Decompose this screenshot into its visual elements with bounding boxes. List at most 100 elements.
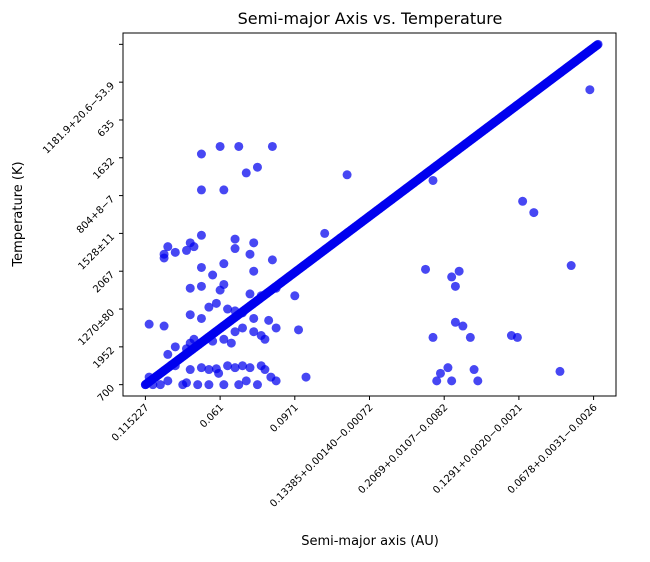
data-point	[447, 272, 457, 282]
x-axis-label: Semi-major axis (AU)	[301, 534, 439, 549]
data-point	[249, 266, 259, 276]
data-point	[435, 368, 445, 378]
data-point	[301, 372, 311, 382]
data-point	[170, 361, 180, 371]
data-point	[555, 366, 565, 376]
data-point	[155, 380, 165, 390]
data-point	[163, 242, 173, 252]
data-point	[443, 363, 453, 373]
x-tick-label: 0.0971	[268, 402, 301, 435]
x-tick-label: 0.115227	[110, 402, 152, 444]
data-point	[185, 283, 195, 293]
data-point	[144, 319, 154, 329]
y-tick-label: 1270±80	[76, 307, 117, 348]
y-tick-label: 1632	[91, 156, 117, 182]
data-point	[219, 259, 229, 269]
data-point	[193, 380, 203, 390]
data-point	[267, 255, 277, 265]
data-point	[249, 313, 259, 323]
data-point	[428, 332, 438, 342]
x-axis: 0.115227 0.061 0.09710.13385+0.00140−0.000…	[110, 396, 600, 510]
data-point	[196, 149, 206, 159]
data-point	[170, 342, 180, 352]
data-point	[290, 291, 300, 301]
data-point	[226, 338, 236, 348]
data-point	[208, 270, 218, 280]
data-point	[234, 380, 244, 390]
data-point	[450, 281, 460, 291]
data-point	[267, 141, 277, 151]
data-point	[450, 317, 460, 327]
data-point	[215, 141, 225, 151]
data-point	[271, 283, 281, 293]
data-point	[252, 162, 262, 172]
y-tick-label: 1528±11	[76, 232, 117, 273]
data-point	[238, 323, 248, 333]
data-point	[204, 380, 214, 390]
data-point	[148, 380, 158, 390]
data-point	[196, 313, 206, 323]
data-point	[518, 196, 528, 206]
trend-point	[593, 39, 603, 49]
data-point	[208, 336, 218, 346]
data-point	[245, 363, 255, 373]
data-point	[185, 365, 195, 375]
data-point	[163, 349, 173, 359]
data-point	[170, 247, 180, 257]
data-point	[241, 168, 251, 178]
data-point	[234, 141, 244, 151]
data-point	[189, 334, 199, 344]
data-point	[204, 365, 214, 375]
data-point	[196, 363, 206, 373]
x-tick-label: 0.061	[198, 402, 226, 430]
data-point	[238, 361, 248, 371]
data-point	[260, 365, 270, 375]
data-point	[512, 332, 522, 342]
data-point	[238, 308, 248, 318]
data-point	[454, 266, 464, 276]
data-point	[230, 306, 240, 316]
data-point	[211, 298, 221, 308]
data-point	[252, 380, 262, 390]
y-axis-label: Temperature (K)	[11, 161, 26, 267]
data-point	[181, 245, 191, 255]
data-point	[447, 376, 457, 386]
data-point	[230, 327, 240, 337]
data-point	[196, 230, 206, 240]
data-point	[196, 262, 206, 272]
data-point	[241, 376, 251, 386]
data-point	[465, 332, 475, 342]
data-point	[473, 376, 483, 386]
data-point	[428, 175, 438, 185]
data-point	[144, 372, 154, 382]
data-point	[189, 242, 199, 252]
data-point	[249, 238, 259, 248]
y-tick-label: 700	[96, 383, 117, 404]
y-tick-label: 2067	[91, 270, 117, 296]
y-tick-label: 804+8−7	[75, 194, 117, 236]
data-point	[185, 310, 195, 320]
data-point	[204, 302, 214, 312]
data-point	[294, 325, 304, 335]
data-point	[342, 170, 352, 180]
data-point	[458, 321, 468, 331]
x-tick-label: 0.0678+0.0031−0.0026	[506, 402, 600, 496]
data-point	[219, 185, 229, 195]
data-point	[223, 361, 233, 371]
data-point	[264, 315, 274, 325]
data-point	[271, 376, 281, 386]
data-point	[140, 380, 150, 390]
data-point	[271, 323, 281, 333]
data-point	[223, 304, 233, 314]
data-point	[421, 264, 431, 274]
data-point	[196, 281, 206, 291]
data-point	[256, 291, 266, 301]
y-tick-label: 1952	[91, 345, 117, 371]
data-point	[196, 185, 206, 195]
data-point	[230, 244, 240, 254]
data-point	[211, 364, 221, 374]
data-point	[320, 228, 330, 238]
data-point	[163, 376, 173, 386]
data-point	[432, 376, 442, 386]
